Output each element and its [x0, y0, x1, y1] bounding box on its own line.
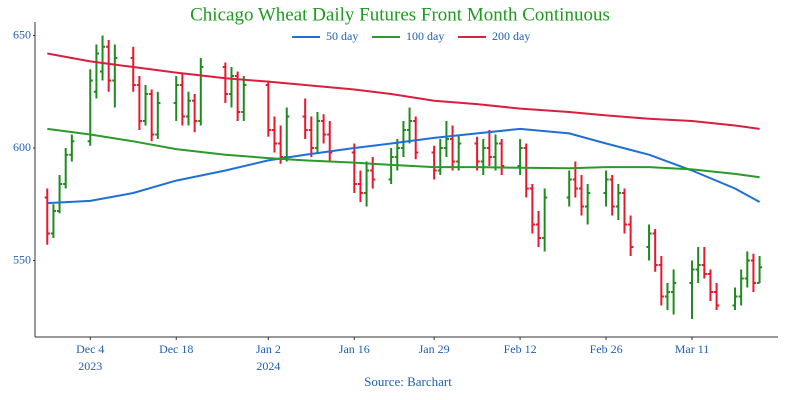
y-tick-label: 550: [13, 252, 31, 266]
x-tick-label: Dec 18: [159, 342, 193, 356]
x-tick-label: Feb 12: [504, 342, 537, 356]
x-tick-label: Jan 29: [419, 342, 450, 356]
x-tick-label: Feb 26: [590, 342, 623, 356]
y-tick-label: 650: [13, 27, 31, 41]
ma-line: [47, 127, 761, 205]
legend-label: 50 day: [326, 29, 358, 43]
x-tick-label: Dec 4: [76, 342, 104, 356]
x-tick-year: 2023: [78, 359, 102, 373]
ma-line: [47, 127, 760, 179]
legend-label: 200 day: [492, 29, 530, 43]
x-tick-label: Mar 11: [675, 342, 710, 356]
chart-title: Chicago Wheat Daily Futures Front Month …: [190, 4, 610, 25]
ma-line: [47, 52, 760, 130]
x-tick-label: Jan 16: [339, 342, 370, 356]
source: Source: Barchart: [364, 374, 452, 389]
x-tick-label: Jan 2: [256, 342, 281, 356]
legend-label: 100 day: [406, 29, 444, 43]
y-tick-label: 600: [13, 140, 31, 154]
x-tick-year: 2024: [256, 359, 280, 373]
